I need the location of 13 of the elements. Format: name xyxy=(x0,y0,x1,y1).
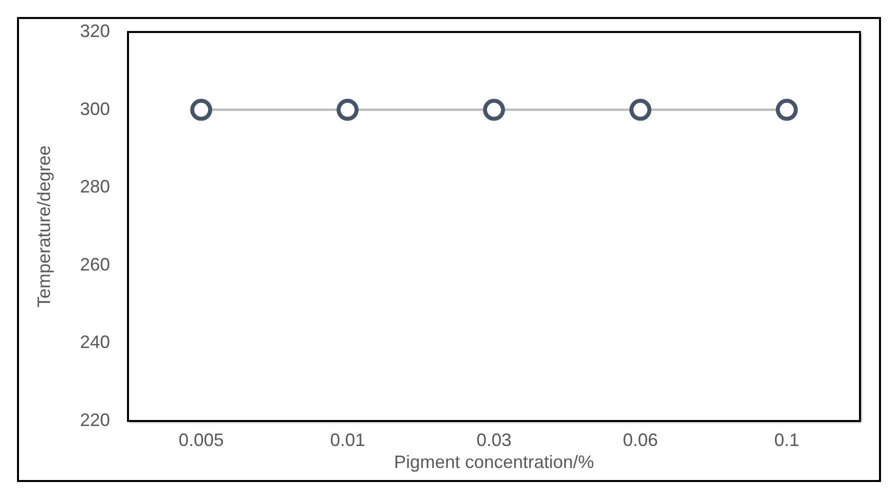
y-tick-label: 300 xyxy=(80,98,110,119)
y-tick-label: 280 xyxy=(80,176,110,197)
x-tick-label: 0.01 xyxy=(330,430,366,450)
y-tick-label: 240 xyxy=(80,332,110,352)
y-tick-label: 320 xyxy=(80,20,110,41)
y-axis-title: Temperature/degree xyxy=(34,145,54,308)
x-tick-label: 0.1 xyxy=(774,430,800,450)
x-tick-label: 0.03 xyxy=(476,430,512,450)
y-tick-label: 260 xyxy=(80,254,110,274)
x-tick-label: 0.005 xyxy=(178,430,224,450)
x-axis-title: Pigment concentration/% xyxy=(394,452,594,472)
x-tick-label: 0.06 xyxy=(622,430,658,450)
y-tick-label: 220 xyxy=(80,410,110,430)
